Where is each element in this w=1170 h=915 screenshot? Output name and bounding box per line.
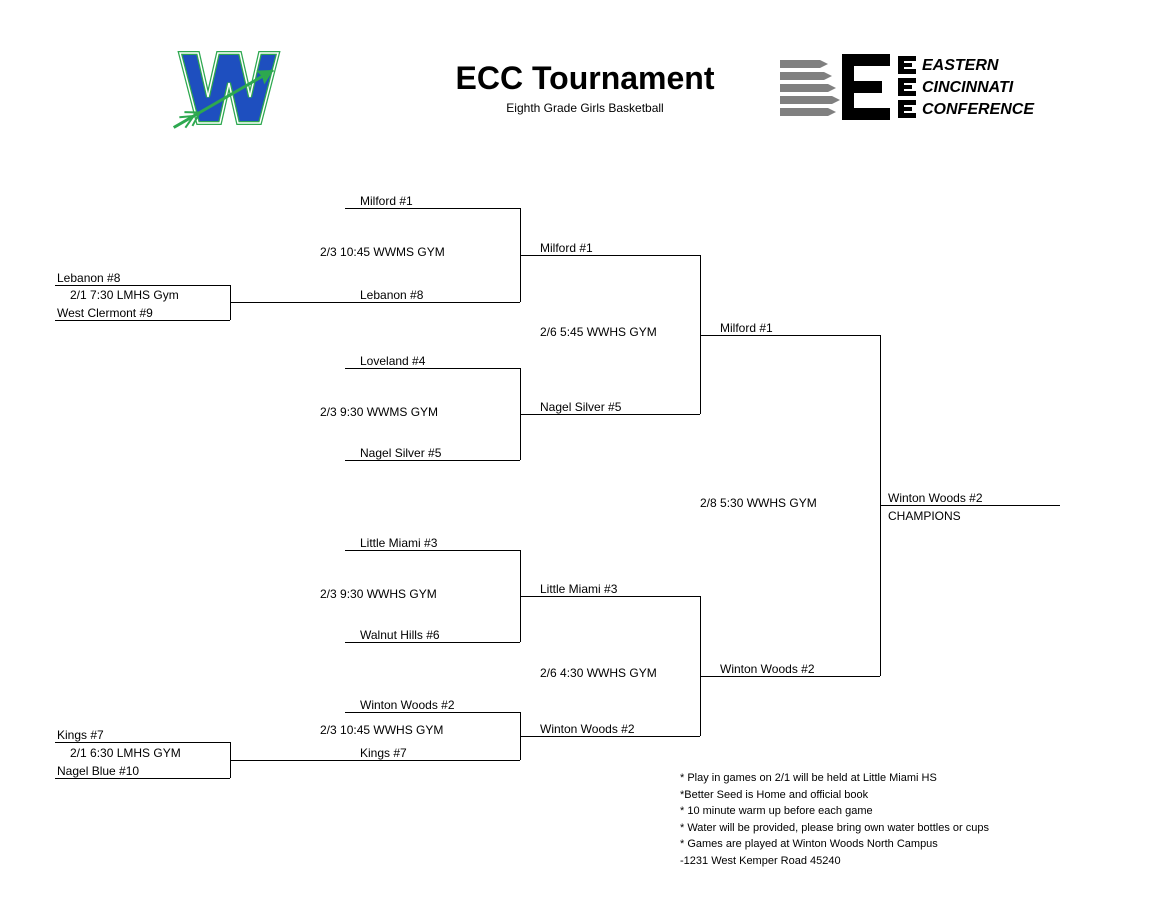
logo-text-1: EASTERN [922,57,999,74]
note-line: * 10 minute warm up before each game [680,803,989,820]
team-label: Loveland #4 [360,354,425,368]
team-label: Milford #1 [540,241,593,255]
team-label: Milford #1 [360,194,413,208]
logo-text-2: CINCINNATI [922,79,1014,96]
team-label: Winton Woods #2 [540,722,635,736]
notes-block: * Play in games on 2/1 will be held at L… [680,770,989,869]
ecc-logo-icon: EASTERN CINCINNATI CONFERENCE [780,50,1060,130]
bracket-line [345,302,520,303]
bracket-line [345,208,520,209]
bracket-line [345,550,520,551]
bracket-line [55,285,230,286]
team-label: Little Miami #3 [360,536,437,550]
bracket: Lebanon #8 West Clermont #9 2/1 7:30 LMH… [0,160,1170,810]
bracket-line [700,596,701,736]
team-label: Lebanon #8 [360,288,423,302]
game-label: 2/1 6:30 LMHS GYM [70,746,181,760]
note-line: *Better Seed is Home and official book [680,787,989,804]
game-label: 2/3 10:45 WWHS GYM [320,723,443,737]
team-label: Nagel Silver #5 [540,400,621,414]
bracket-line [55,778,230,779]
team-label: Winton Woods #2 [360,698,455,712]
team-label: Kings #7 [360,746,407,760]
bracket-line [520,414,700,415]
note-line: * Play in games on 2/1 will be held at L… [680,770,989,787]
bracket-line [345,642,520,643]
game-label: 2/1 7:30 LMHS Gym [70,288,179,302]
game-label: 2/6 4:30 WWHS GYM [540,666,657,680]
header: ECC Tournament Eighth Grade Girls Basket… [0,20,1170,140]
game-label: 2/3 10:45 WWMS GYM [320,245,445,259]
game-label: 2/3 9:30 WWMS GYM [320,405,438,419]
bracket-line [345,368,520,369]
team-label: Nagel Silver #5 [360,446,441,460]
bracket-line [880,505,1060,506]
bracket-line [55,320,230,321]
team-label: Walnut Hills #6 [360,628,440,642]
team-label: Nagel Blue #10 [57,764,139,778]
game-label: 2/3 9:30 WWHS GYM [320,587,437,601]
bracket-line [345,460,520,461]
note-line: -1231 West Kemper Road 45240 [680,853,989,870]
champion-name: Winton Woods #2 [888,491,983,505]
team-label: Winton Woods #2 [720,662,815,676]
logo-text-3: CONFERENCE [922,101,1035,118]
game-label: 2/6 5:45 WWHS GYM [540,325,657,339]
team-label: West Clermont #9 [57,306,153,320]
bracket-line [345,760,520,761]
bracket-line [520,596,700,597]
game-label: 2/8 5:30 WWHS GYM [700,496,817,510]
team-label: Milford #1 [720,321,773,335]
bracket-line [55,742,230,743]
team-label: Lebanon #8 [57,271,120,285]
logo-right: EASTERN CINCINNATI CONFERENCE [780,50,1060,133]
bracket-line [230,760,345,761]
note-line: * Water will be provided, please bring o… [680,820,989,837]
bracket-line [345,712,520,713]
champion-label: CHAMPIONS [888,509,961,523]
bracket-line [520,736,700,737]
bracket-line [700,676,880,677]
bracket-line [700,335,880,336]
note-line: * Games are played at Winton Woods North… [680,836,989,853]
bracket-line [230,302,345,303]
team-label: Kings #7 [57,728,104,742]
bracket-line [520,255,700,256]
team-label: Little Miami #3 [540,582,617,596]
